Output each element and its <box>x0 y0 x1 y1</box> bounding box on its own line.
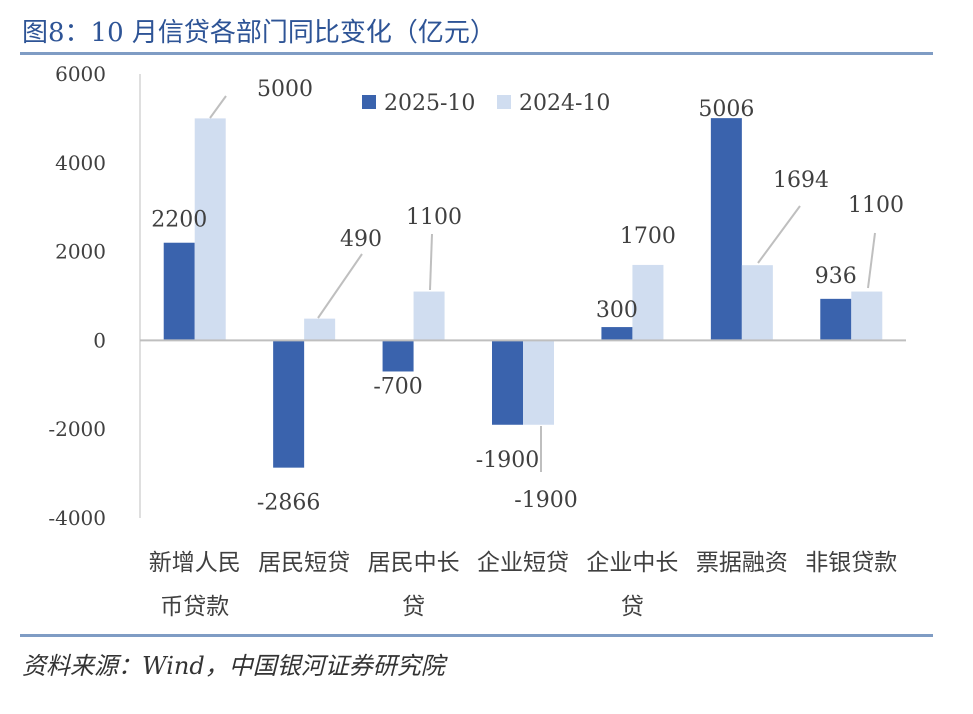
title-divider <box>20 52 933 55</box>
x-category-label: 非银贷款 <box>805 550 897 576</box>
footer-divider <box>20 634 933 637</box>
bar-2025-10 <box>601 327 633 341</box>
x-category-label: 企业中长 <box>586 550 678 576</box>
data-label: 5000 <box>257 77 313 102</box>
source-note: 资料来源：Wind，中国银河证券研究院 <box>22 652 445 680</box>
bar-2025-10 <box>710 118 742 341</box>
x-category-label: 贷 <box>621 594 644 620</box>
data-label: 1694 <box>773 168 829 193</box>
x-category-label: 贷 <box>402 594 425 620</box>
bar-2025-10 <box>492 340 523 425</box>
data-label: 490 <box>340 227 382 252</box>
bar-2025-10 <box>163 242 195 341</box>
y-tick-label: 2000 <box>55 240 106 264</box>
legend-swatch <box>497 95 511 109</box>
bar-2025-10 <box>273 340 305 468</box>
x-category-label: 企业短贷 <box>477 550 569 576</box>
y-tick-label: -2000 <box>48 417 106 441</box>
legend-label: 2025-10 <box>384 91 475 116</box>
bar-2024-10 <box>741 265 773 341</box>
x-category-label: 新增人民 <box>149 550 241 576</box>
data-label: 1100 <box>848 193 904 218</box>
label-leader-line <box>429 233 433 291</box>
bar-2024-10 <box>194 118 226 341</box>
bar-chart: -4000 -2000 0 2000 4000 6000 2200 -2866 -700 -190… <box>48 62 906 620</box>
data-label: 1100 <box>406 205 462 230</box>
label-leader-line <box>317 253 363 319</box>
data-label: 5006 <box>698 97 754 122</box>
bar-2024-10 <box>304 318 336 341</box>
data-label: -700 <box>373 374 422 399</box>
bar-2024-10 <box>851 291 883 341</box>
data-label: 2200 <box>151 208 207 233</box>
y-tick-label: 4000 <box>55 151 106 175</box>
y-tick-label: 0 <box>93 328 106 352</box>
data-label: -1900 <box>514 488 577 513</box>
label-leader-line <box>209 95 227 119</box>
legend-label: 2024-10 <box>519 91 610 116</box>
label-leader-line <box>757 205 801 264</box>
x-category-label: 币贷款 <box>160 594 229 620</box>
y-tick-label: 6000 <box>55 62 106 86</box>
bar-2024-10 <box>413 291 445 341</box>
data-label: -1900 <box>476 448 539 473</box>
label-leader-line <box>867 232 876 289</box>
data-label: 936 <box>815 264 857 289</box>
data-label: 300 <box>596 298 638 323</box>
data-label: -2866 <box>257 491 320 516</box>
data-label: 1700 <box>620 224 676 249</box>
legend-swatch <box>362 95 376 109</box>
bar-2024-10 <box>523 340 554 425</box>
x-category-label: 票据融资 <box>696 550 788 576</box>
y-tick-label: -4000 <box>48 506 106 530</box>
x-category-label: 居民中长 <box>368 550 460 576</box>
bar-2024-10 <box>632 264 664 341</box>
bar-2025-10 <box>382 340 414 372</box>
chart-title: 图8：10 月信贷各部门同比变化（亿元） <box>22 18 496 48</box>
x-category-label: 居民短贷 <box>258 550 350 576</box>
bar-2025-10 <box>820 298 852 341</box>
